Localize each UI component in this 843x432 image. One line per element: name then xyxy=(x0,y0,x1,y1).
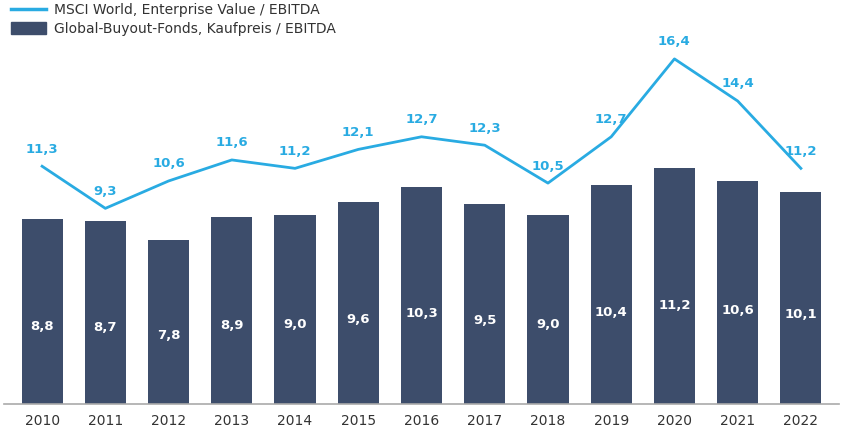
Bar xyxy=(148,240,189,404)
Text: 9,0: 9,0 xyxy=(283,318,307,331)
Text: 16,4: 16,4 xyxy=(658,35,690,48)
Text: 12,7: 12,7 xyxy=(405,113,438,126)
Bar xyxy=(85,221,126,404)
Text: 10,3: 10,3 xyxy=(405,307,438,320)
Bar xyxy=(781,191,821,404)
Text: 11,2: 11,2 xyxy=(658,299,690,311)
Text: 11,2: 11,2 xyxy=(279,145,311,158)
Text: 10,6: 10,6 xyxy=(722,304,754,317)
Legend: MSCI World, Enterprise Value / EBITDA, Global-Buyout-Fonds, Kaufpreis / EBITDA: MSCI World, Enterprise Value / EBITDA, G… xyxy=(11,3,336,36)
Bar xyxy=(212,217,252,404)
Text: 9,6: 9,6 xyxy=(346,313,370,326)
Bar xyxy=(22,219,62,404)
Text: 9,3: 9,3 xyxy=(94,185,117,198)
Text: 8,7: 8,7 xyxy=(94,321,117,334)
Bar xyxy=(338,202,379,404)
Bar xyxy=(528,215,568,404)
Text: 10,6: 10,6 xyxy=(153,157,185,171)
Text: 11,6: 11,6 xyxy=(216,137,248,149)
Text: 14,4: 14,4 xyxy=(722,77,754,90)
Bar xyxy=(654,168,695,404)
Bar xyxy=(401,187,442,404)
Text: 11,3: 11,3 xyxy=(26,143,58,156)
Text: 7,8: 7,8 xyxy=(157,329,180,342)
Text: 9,0: 9,0 xyxy=(536,318,560,331)
Bar xyxy=(591,185,631,404)
Text: 10,1: 10,1 xyxy=(785,308,817,321)
Text: 9,5: 9,5 xyxy=(473,314,497,327)
Bar xyxy=(717,181,758,404)
Text: 8,9: 8,9 xyxy=(220,319,244,332)
Text: 10,4: 10,4 xyxy=(595,306,627,319)
Text: 11,2: 11,2 xyxy=(785,145,817,158)
Text: 8,8: 8,8 xyxy=(30,320,54,333)
Text: 12,3: 12,3 xyxy=(469,122,501,135)
Text: 10,5: 10,5 xyxy=(532,159,564,172)
Text: 12,1: 12,1 xyxy=(342,126,374,139)
Bar xyxy=(464,204,505,404)
Bar xyxy=(275,215,315,404)
Text: 12,7: 12,7 xyxy=(595,113,627,126)
